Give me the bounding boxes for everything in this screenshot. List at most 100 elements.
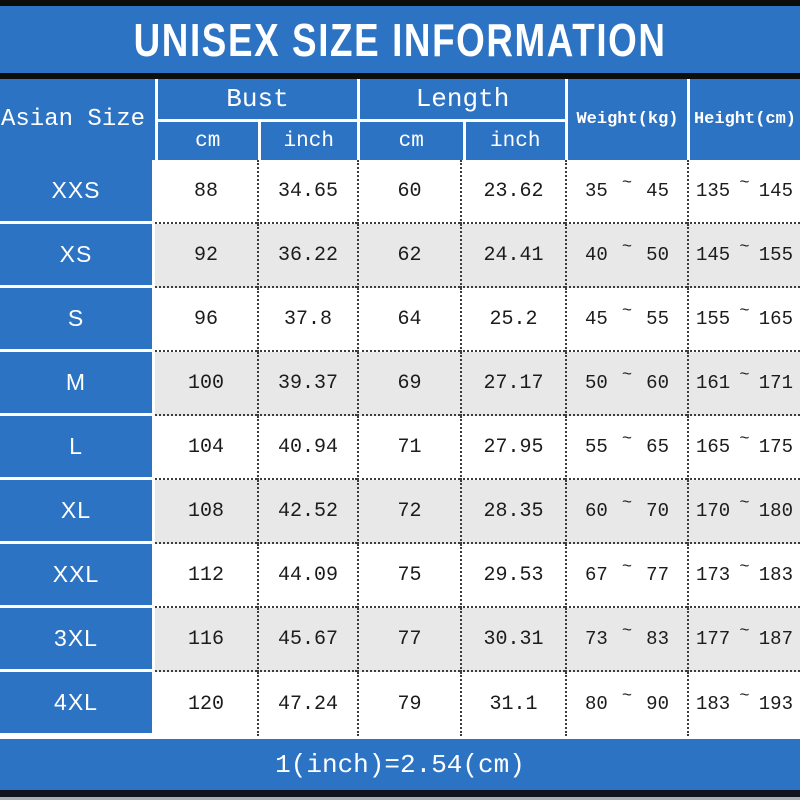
size-label: S [0,288,155,352]
length-inch-value: 23.62 [460,160,565,224]
weight-max: 77 [646,564,669,586]
length-inch-value: 30.31 [460,608,565,672]
bust-inch-value: 47.24 [257,672,357,736]
height-min: 173 [696,564,731,586]
weight-min: 35 [585,180,608,202]
tilde-icon: ~ [621,686,633,706]
table-row-4xl: 4XL 120 47.24 79 31.1 80 ~ 90 183 ~ 193 [0,672,800,736]
size-label: XXS [0,160,155,224]
tilde-icon: ~ [739,237,750,257]
weight-max: 50 [646,244,669,266]
size-label: M [0,352,155,416]
asian-size-header: Asian Size [1,106,146,133]
table-row-l: L 104 40.94 71 27.95 55 ~ 65 165 ~ 175 [0,416,800,480]
length-inch-value: 28.35 [460,480,565,544]
weight-max: 90 [646,693,669,715]
tilde-icon: ~ [739,301,750,321]
table-header: Asian Size Bust cm inch Length cm inch W… [0,79,800,160]
height-range: 173 ~ 183 [687,544,800,608]
bust-inch-value: 34.65 [257,160,357,224]
length-cm-value: 69 [357,352,460,416]
weight-max: 70 [646,500,669,522]
length-cm-value: 64 [357,288,460,352]
tilde-icon: ~ [739,621,750,641]
length-inch-value: 27.95 [460,416,565,480]
height-max: 175 [758,436,793,458]
height-range: 183 ~ 193 [687,672,800,736]
length-cm-header: cm [398,129,424,153]
table-row-s: S 96 37.8 64 25.2 45 ~ 55 155 ~ 165 [0,288,800,352]
length-cm-value: 72 [357,480,460,544]
bust-inch-value: 40.94 [257,416,357,480]
weight-range: 55 ~ 65 [565,416,687,480]
length-inch-header: inch [462,122,566,160]
tilde-icon: ~ [739,557,750,577]
bust-inch-value: 44.09 [257,544,357,608]
bust-cm-value: 120 [187,692,224,716]
tilde-icon: ~ [621,173,633,193]
weight-range: 35 ~ 45 [565,160,687,224]
height-range: 135 ~ 145 [687,160,800,224]
length-cm-value: 62 [357,224,460,288]
height-min: 145 [696,244,731,266]
height-min: 170 [696,500,731,522]
tilde-icon: ~ [621,301,633,321]
bust-cm-value: 104 [155,416,257,480]
weight-range: 73 ~ 83 [565,608,687,672]
height-max: 171 [758,372,793,394]
size-label: L [0,416,155,480]
table-row-xs: XS 92 36.22 62 24.41 40 ~ 50 145 ~ 155 [0,224,800,288]
height-range: 165 ~ 175 [687,416,800,480]
weight-min: 80 [585,693,608,715]
tilde-icon: ~ [621,429,633,449]
bust-header-group: Bust cm inch [155,79,357,160]
length-header: Length [360,79,565,122]
length-cm-value: 79 [357,672,460,736]
table-body: XXS 88 34.65 60 23.62 35 ~ 45 135 ~ 145 … [0,160,800,736]
bust-cm-value: 112 [155,544,257,608]
tilde-icon: ~ [621,237,633,257]
size-label: 3XL [0,608,155,672]
bust-cm-value: 116 [155,608,257,672]
weight-max: 45 [646,180,669,202]
height-max: 155 [758,244,793,266]
bust-cm-value: 108 [155,480,257,544]
size-label: XL [0,480,155,544]
height-min: 177 [696,628,731,650]
weight-min: 67 [585,564,608,586]
height-range: 170 ~ 180 [687,480,800,544]
weight-min: 73 [585,628,608,650]
weight-range: 67 ~ 77 [565,544,687,608]
height-max: 165 [758,308,793,330]
bust-inch-header: inch [257,122,358,160]
size-label: XS [0,224,155,288]
bust-header: Bust [158,79,357,122]
length-cm-value: 71 [357,416,460,480]
table-row-m: M 100 39.37 69 27.17 50 ~ 60 161 ~ 171 [0,352,800,416]
length-inch-value: 25.2 [460,288,565,352]
weight-min: 45 [585,308,608,330]
weight-min: 40 [585,244,608,266]
weight-min: 50 [585,372,608,394]
weight-range: 60 ~ 70 [565,480,687,544]
height-max: 183 [758,564,793,586]
length-inch-value: 24.41 [460,224,565,288]
height-header: Height(cm) [687,79,800,160]
height-range: 155 ~ 165 [687,288,800,352]
height-max: 145 [758,180,793,202]
length-inch-value: 27.17 [460,352,565,416]
weight-range: 50 ~ 60 [565,352,687,416]
tilde-icon: ~ [739,173,750,193]
weight-max: 65 [646,436,669,458]
length-cm-value: 60 [357,160,460,224]
tilde-icon: ~ [621,493,633,513]
conversion-note-bar: 1(inch)=2.54(cm) [0,739,800,790]
weight-range: 40 ~ 50 [565,224,687,288]
table-row-xl: XL 108 42.52 72 28.35 60 ~ 70 170 ~ 180 [0,480,800,544]
length-inch-value: 29.53 [460,544,565,608]
height-max: 180 [758,500,793,522]
weight-range: 80 ~ 90 [565,672,687,736]
bust-cm-value: 100 [155,352,257,416]
weight-max: 55 [646,308,669,330]
